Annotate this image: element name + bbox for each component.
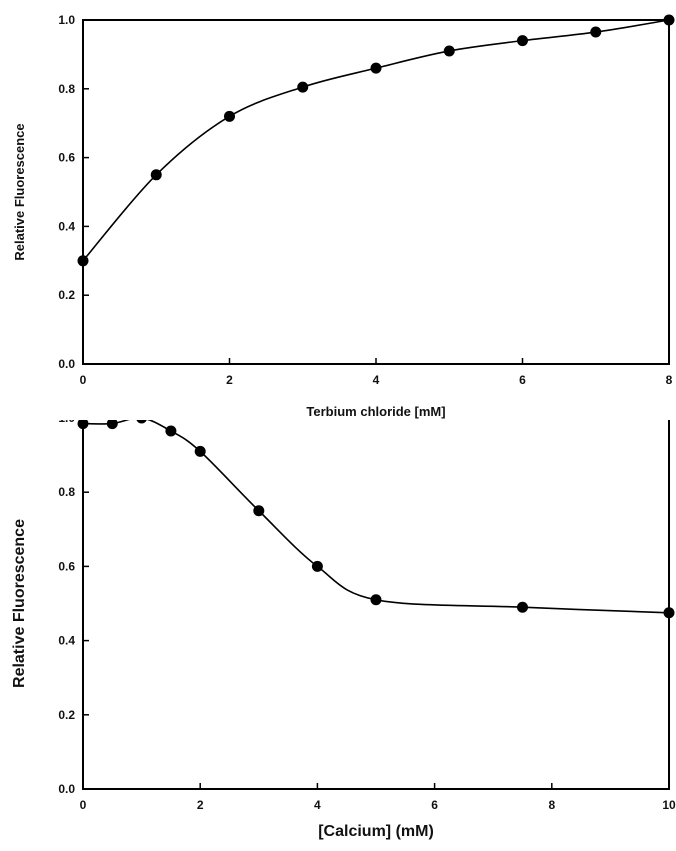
terbium-data-point <box>77 255 89 267</box>
calcium-y-tick-label: 0.2 <box>58 708 75 722</box>
calcium-y-tick-label: 0.8 <box>58 485 75 499</box>
terbium-data-point <box>663 14 675 26</box>
terbium-y-tick-label: 0.0 <box>58 357 75 371</box>
terbium-x-tick-label: 0 <box>80 373 87 387</box>
terbium-chart: 0.0 0.2 0.4 0.6 0.8 1.0 0 2 4 6 8 Terbium chloride … <box>12 13 675 419</box>
calcium-y-tick-label: 0.4 <box>58 634 75 648</box>
terbium-x-axis-title: Terbium chloride [mM] <box>306 404 445 419</box>
calcium-data-point <box>77 420 89 430</box>
terbium-y-tick-label: 0.2 <box>58 288 75 302</box>
calcium-data-point <box>311 560 323 572</box>
terbium-data-point <box>517 35 528 47</box>
calcium-y-tick-label: 0.0 <box>58 782 75 796</box>
terbium-data-point <box>297 81 309 93</box>
calcium-x-tick-label: 2 <box>197 798 204 812</box>
calcium-data-point <box>370 594 382 606</box>
calcium-y-tick-label: 0.6 <box>58 559 75 573</box>
calcium-plot-frame <box>82 420 670 790</box>
calcium-data-point <box>136 420 147 424</box>
terbium-data-point <box>443 45 455 57</box>
terbium-y-tick-label: 0.6 <box>58 151 75 165</box>
terbium-data-point <box>370 62 382 74</box>
terbium-x-tick-label: 4 <box>373 373 380 387</box>
terbium-x-tick-label: 6 <box>519 373 526 387</box>
calcium-x-tick-label: 4 <box>314 798 321 812</box>
calcium-y-tick-label: 1.0 <box>58 420 75 425</box>
terbium-x-tick-label: 8 <box>666 373 673 387</box>
terbium-data-point <box>224 110 235 122</box>
calcium-data-point <box>165 425 177 437</box>
calcium-data-point <box>517 601 528 613</box>
calcium-x-tick-label: 0 <box>80 798 87 812</box>
calcium-x-tick-label: 8 <box>548 798 555 812</box>
calcium-data-point <box>663 607 675 619</box>
calcium-x-tick-label: 6 <box>431 798 438 812</box>
calcium-y-axis-title: Relative Fluorescence <box>11 519 28 688</box>
calcium-data-point <box>253 505 265 517</box>
terbium-data-point <box>150 169 162 181</box>
calcium-data-point <box>194 445 206 457</box>
terbium-data-point <box>590 26 602 38</box>
calcium-data-point <box>106 420 118 430</box>
terbium-series-line <box>82 19 670 262</box>
calcium-series-line <box>82 420 670 614</box>
calcium-x-tick-label: 10 <box>662 798 676 812</box>
terbium-y-tick-label: 0.4 <box>58 219 75 233</box>
terbium-y-tick-label: 0.8 <box>58 82 75 96</box>
calcium-chart: 0.0 0.2 0.4 0.6 0.8 1.0 0 2 4 6 8 10 [Calcium] (mM) R… <box>11 420 676 840</box>
calcium-x-axis-title: [Calcium] (mM) <box>318 823 434 840</box>
terbium-y-tick-label: 1.0 <box>58 13 75 27</box>
terbium-x-tick-label: 2 <box>226 373 233 387</box>
terbium-y-axis-title: Relative Fluorescence <box>12 123 27 260</box>
